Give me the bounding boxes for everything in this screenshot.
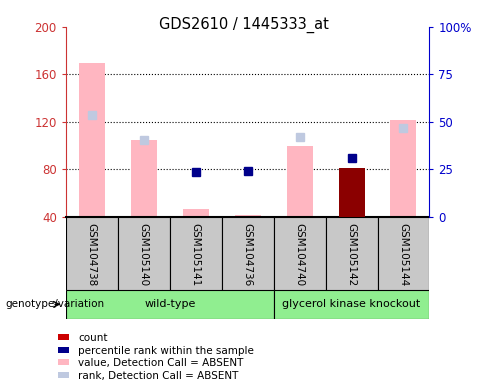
Text: wild-type: wild-type: [144, 299, 195, 310]
Text: count: count: [78, 333, 107, 343]
Bar: [66, 217, 118, 290]
Bar: [59, 359, 69, 365]
Bar: [183, 209, 209, 217]
Bar: [274, 290, 429, 319]
Bar: [378, 217, 429, 290]
Bar: [339, 168, 365, 217]
Bar: [66, 290, 274, 319]
Bar: [170, 217, 222, 290]
Text: GSM105144: GSM105144: [399, 223, 408, 286]
Bar: [79, 63, 105, 217]
Bar: [118, 217, 170, 290]
Bar: [235, 215, 261, 217]
Text: GSM104740: GSM104740: [295, 223, 305, 286]
Bar: [286, 146, 313, 217]
Bar: [325, 217, 378, 290]
Text: GSM105141: GSM105141: [191, 223, 201, 286]
Bar: [390, 119, 416, 217]
Text: GDS2610 / 1445333_at: GDS2610 / 1445333_at: [159, 17, 329, 33]
Text: genotype/variation: genotype/variation: [5, 299, 104, 310]
Bar: [59, 334, 69, 340]
Text: GSM105142: GSM105142: [346, 223, 357, 286]
Text: GSM105140: GSM105140: [139, 223, 149, 286]
Bar: [131, 140, 157, 217]
Text: GSM104736: GSM104736: [243, 223, 253, 286]
Text: percentile rank within the sample: percentile rank within the sample: [78, 346, 254, 356]
Text: GSM104738: GSM104738: [87, 223, 97, 286]
Bar: [59, 347, 69, 353]
Bar: [339, 168, 365, 217]
Bar: [222, 217, 274, 290]
Text: glycerol kinase knockout: glycerol kinase knockout: [283, 299, 421, 310]
Text: rank, Detection Call = ABSENT: rank, Detection Call = ABSENT: [78, 371, 239, 381]
Text: value, Detection Call = ABSENT: value, Detection Call = ABSENT: [78, 358, 244, 368]
Bar: [274, 217, 325, 290]
Bar: [59, 372, 69, 378]
